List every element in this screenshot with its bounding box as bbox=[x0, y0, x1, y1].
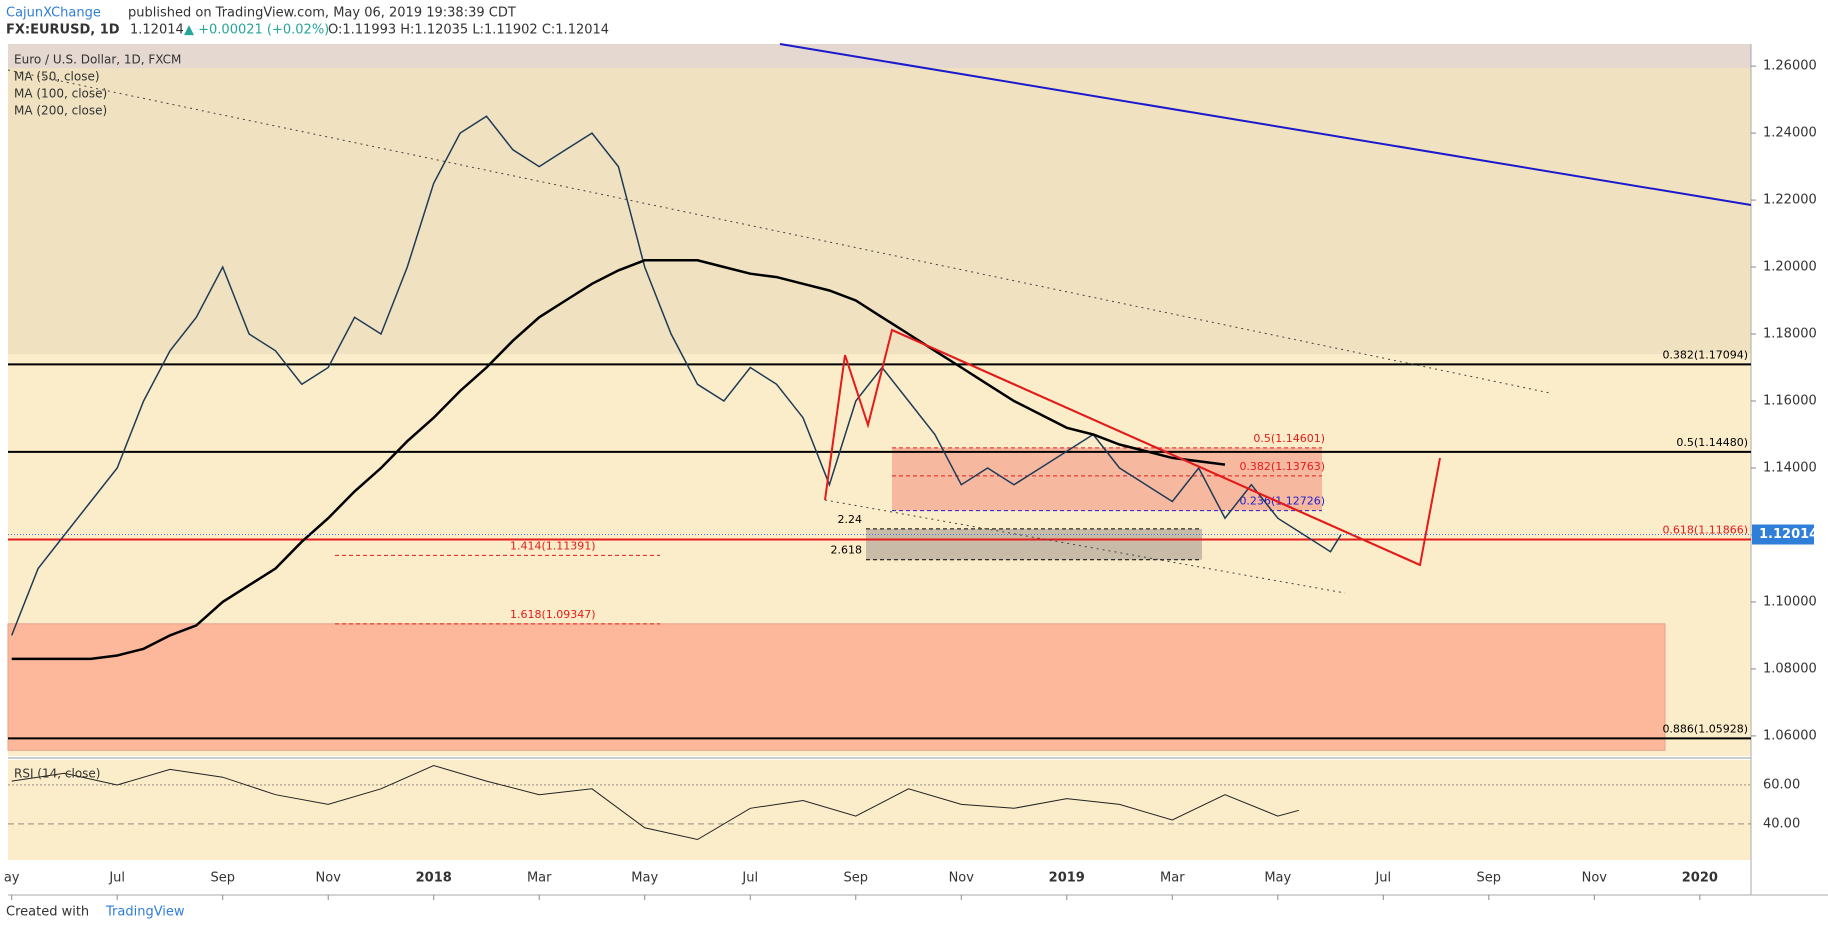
x-tick-label: Sep bbox=[210, 871, 235, 886]
published: published on TradingView.com, May 06, 20… bbox=[128, 6, 516, 21]
ohlc: O:1.11993 H:1.12035 L:1.11902 C:1.12014 bbox=[328, 23, 609, 38]
x-tick-label: 2018 bbox=[416, 871, 452, 886]
zone bbox=[8, 44, 1751, 68]
x-tick-label: Sep bbox=[844, 871, 869, 886]
x-tick-label: ay bbox=[4, 871, 20, 886]
y-tick-label: 1.14000 bbox=[1763, 460, 1817, 475]
legend: Euro / U.S. Dollar, 1D, FXCM bbox=[14, 53, 181, 67]
x-tick-label: 2019 bbox=[1049, 871, 1085, 886]
moving-average bbox=[11, 259, 1226, 661]
last-price-tag bbox=[1752, 524, 1814, 545]
rsi-line bbox=[11, 764, 1300, 841]
level-label: 2.24 bbox=[838, 513, 863, 526]
x-tick-label: Sep bbox=[1477, 871, 1502, 886]
zone bbox=[892, 447, 1322, 511]
x-tick-label: Nov bbox=[1582, 871, 1608, 886]
level-label: 0.5(1.14601) bbox=[1253, 432, 1325, 445]
x-tick-label: Jul bbox=[741, 871, 758, 886]
level-label: 0.886(1.05928) bbox=[1662, 722, 1748, 735]
x-tick-label: 2020 bbox=[1682, 871, 1718, 886]
level-label: 1.414(1.11391) bbox=[510, 539, 596, 552]
x-tick-label: Jul bbox=[1374, 871, 1391, 886]
last: 1.12014 bbox=[130, 23, 184, 38]
y-tick-label: 1.22000 bbox=[1763, 193, 1817, 208]
trendline bbox=[7, 69, 1551, 394]
wedge bbox=[824, 328, 1441, 567]
trendline bbox=[779, 43, 1752, 206]
y-tick-label: 1.20000 bbox=[1763, 260, 1817, 275]
x-tick-label: May bbox=[631, 871, 658, 886]
x-tick-label: Nov bbox=[316, 871, 342, 886]
y-tick-label: 1.16000 bbox=[1763, 394, 1817, 409]
last-price-label: 1.12014 bbox=[1759, 527, 1818, 542]
zone bbox=[7, 623, 1666, 751]
y-tick-label: 1.10000 bbox=[1763, 594, 1817, 609]
zone bbox=[8, 68, 1751, 354]
legend: MA (50, close) bbox=[14, 70, 100, 84]
symbol: FX:EURUSD, 1D bbox=[6, 23, 120, 38]
level-label: 0.382(1.17094) bbox=[1662, 348, 1748, 361]
level-label: 0.382(1.13763) bbox=[1239, 460, 1325, 473]
y-tick-label: 40.00 bbox=[1763, 816, 1800, 831]
wedge bbox=[891, 329, 1421, 566]
legend: MA (100, close) bbox=[14, 87, 107, 101]
level-label: 0.618(1.11866) bbox=[1662, 523, 1748, 536]
footer-brand: TradingView bbox=[105, 905, 185, 920]
y-tick-label: 1.06000 bbox=[1763, 728, 1817, 743]
price-line bbox=[11, 115, 1342, 636]
level-label: 0.236(1.12726) bbox=[1239, 495, 1325, 508]
change: ▲ +0.00021 (+0.02%) bbox=[184, 23, 329, 38]
footer: Created with bbox=[6, 905, 89, 920]
x-tick-label: Mar bbox=[527, 871, 552, 886]
level-label: 1.618(1.09347) bbox=[510, 608, 596, 621]
y-tick-label: 1.08000 bbox=[1763, 661, 1817, 676]
y-tick-label: 1.18000 bbox=[1763, 327, 1817, 342]
level-label: 0.5(1.14480) bbox=[1676, 436, 1748, 449]
publisher: CajunXChange bbox=[6, 6, 101, 21]
y-tick-label: 60.00 bbox=[1763, 777, 1800, 792]
x-tick-label: Mar bbox=[1160, 871, 1185, 886]
level-label: 2.618 bbox=[831, 544, 863, 557]
y-tick-label: 1.26000 bbox=[1763, 59, 1817, 74]
legend: MA (200, close) bbox=[14, 104, 107, 118]
rsi-pane bbox=[8, 760, 1751, 860]
y-tick-label: 1.24000 bbox=[1763, 126, 1817, 141]
trendline bbox=[824, 499, 1346, 594]
x-tick-label: May bbox=[1264, 871, 1291, 886]
zone bbox=[866, 528, 1202, 560]
x-tick-label: Nov bbox=[949, 871, 975, 886]
rsi-legend: RSI (14, close) bbox=[14, 767, 100, 781]
x-tick-label: Jul bbox=[108, 871, 125, 886]
